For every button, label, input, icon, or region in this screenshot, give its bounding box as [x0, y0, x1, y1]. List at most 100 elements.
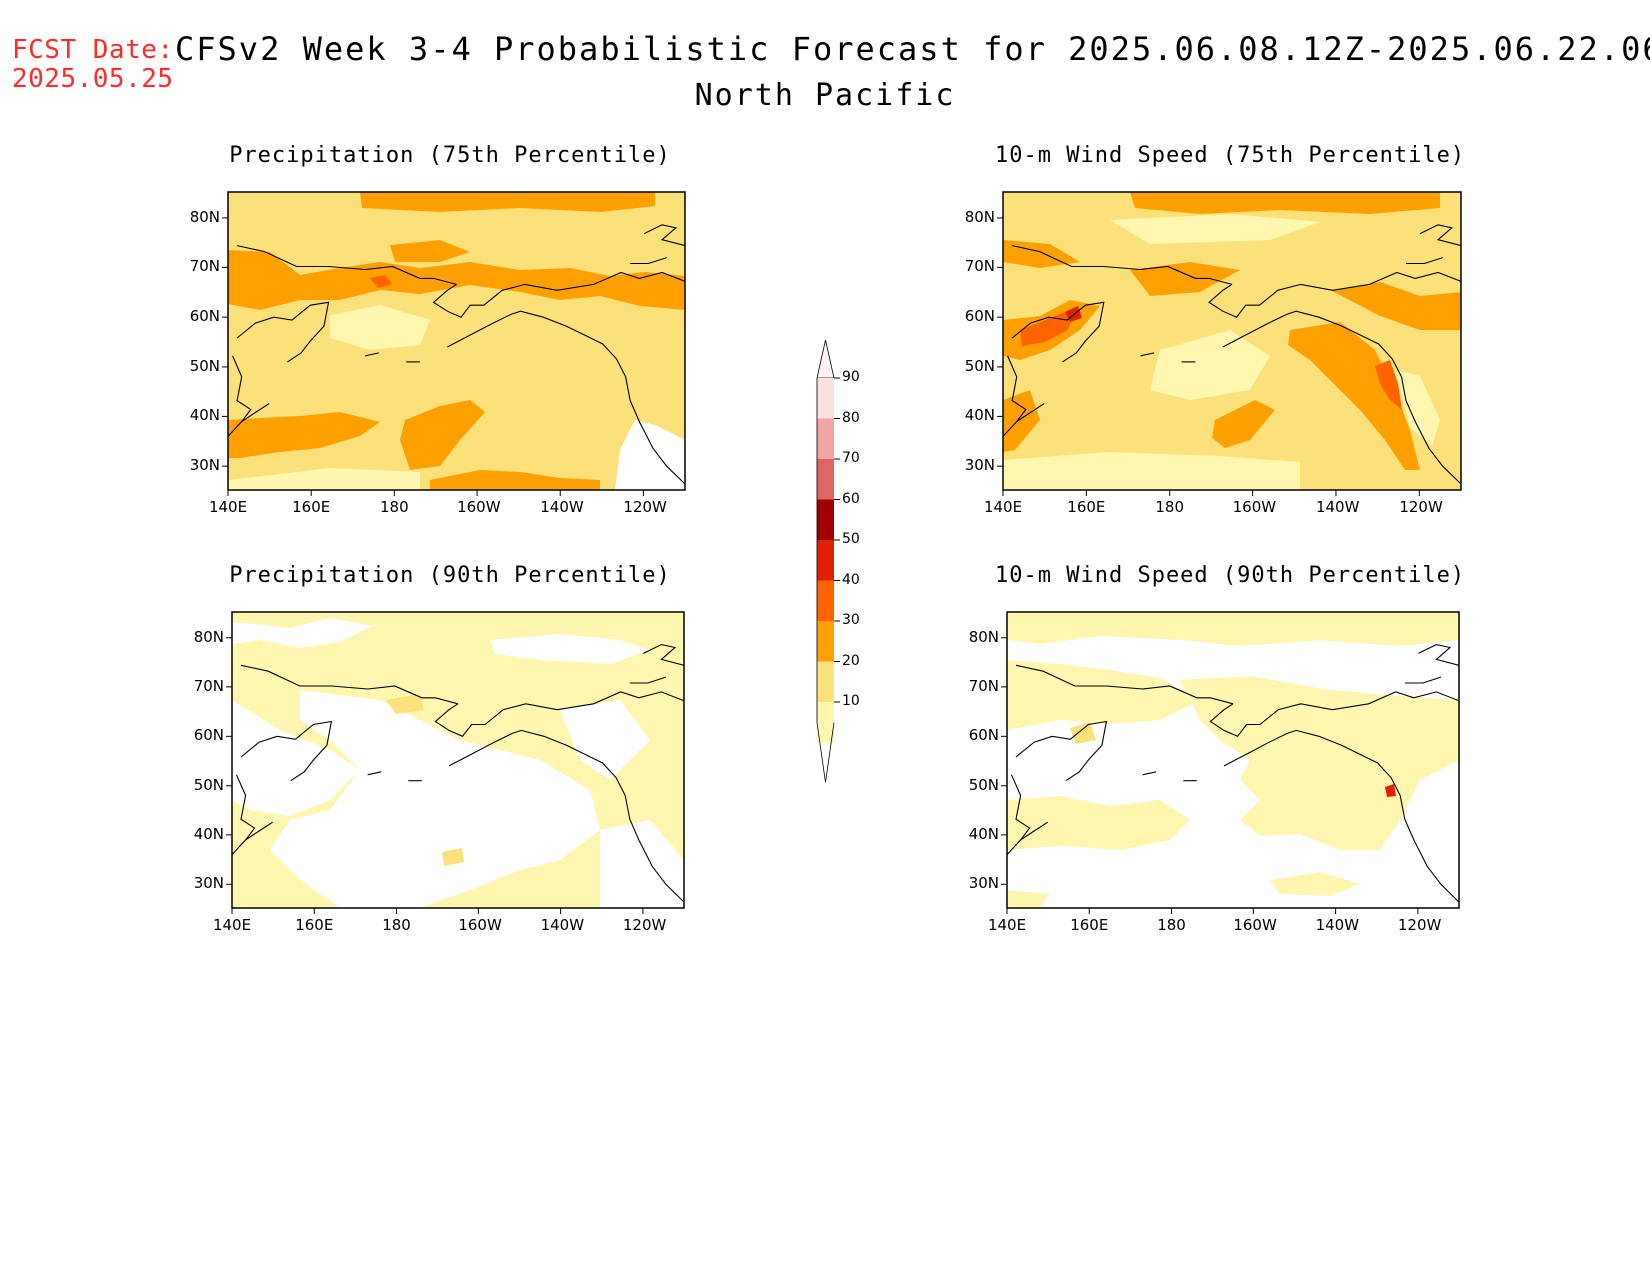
probability-region-pale-yellow — [1180, 676, 1459, 850]
probability-region-pale-yellow — [1395, 370, 1440, 446]
coastline — [232, 774, 256, 856]
y-tick-label: 30N — [964, 456, 995, 475]
y-tick-label: 70N — [193, 676, 224, 695]
coastline — [629, 676, 667, 684]
colorbar-label: 70 — [842, 450, 860, 466]
page-title: CFSv2 Week 3-4 Probabilistic Forecast fo… — [175, 30, 1650, 68]
forecast-date-block: FCST Date: 2025.05.25 — [12, 36, 174, 94]
map-panel-wind-75 — [997, 191, 1462, 496]
coastline — [240, 664, 459, 705]
y-tick-label: 60N — [968, 726, 999, 745]
coastline — [1406, 257, 1443, 265]
y-tick-label: 40N — [189, 406, 220, 425]
colorbar-label: 80 — [842, 409, 860, 426]
coastline — [1016, 403, 1045, 422]
x-tick-label: 140W — [1315, 916, 1360, 934]
coastline — [1140, 352, 1155, 357]
probability-region-orange — [1130, 262, 1240, 296]
x-tick-label: 120W — [622, 916, 667, 934]
coastline — [240, 720, 333, 782]
probability-region-white — [232, 700, 360, 816]
colorbar-segment — [817, 459, 834, 500]
panel-title-wind-90: 10-m Wind Speed (90th Percentile) — [995, 563, 1466, 588]
colorbar-top-extension — [816, 339, 835, 379]
coastline — [643, 224, 685, 247]
y-tick-label: 80N — [968, 627, 999, 646]
coastline — [1011, 301, 1105, 363]
coastline — [1419, 224, 1461, 247]
x-tick-label: 140E — [208, 498, 248, 516]
y-tick-label: 40N — [193, 824, 224, 843]
colorbar-segment — [817, 702, 834, 743]
coastline — [434, 691, 684, 737]
probability-region-orange — [1130, 192, 1440, 214]
probability-region-orange — [400, 400, 485, 470]
coastline — [1418, 644, 1459, 666]
coastline — [448, 729, 684, 903]
y-tick-label: 80N — [964, 207, 995, 226]
map-frame — [231, 611, 685, 909]
probability-region-orange — [360, 192, 655, 212]
probability-region-pale-yellow — [1270, 872, 1360, 896]
probability-region-pale-yellow — [1007, 890, 1050, 908]
x-tick-label: 160W — [1232, 498, 1277, 516]
coastline — [1015, 664, 1234, 705]
map-panel-wind-90 — [1001, 611, 1460, 914]
x-tick-label: 120W — [1399, 498, 1443, 516]
probability-region-white — [270, 690, 600, 908]
x-tick-label: 180 — [1157, 916, 1186, 934]
x-tick-label: 160W — [1233, 916, 1277, 934]
x-tick-label: 160E — [292, 498, 331, 516]
x-tick-label: 180 — [382, 916, 411, 934]
region-subtitle: North Pacific — [694, 78, 956, 113]
probability-region-dark-orange — [370, 275, 392, 288]
coastline — [228, 355, 252, 437]
probability-region-dark-orange — [1020, 308, 1075, 346]
colorbar-segment — [817, 661, 834, 702]
probability-region-orange — [390, 240, 470, 262]
map-panel-precip-90 — [226, 611, 685, 914]
coastline — [367, 771, 382, 776]
map-frame — [1006, 611, 1460, 909]
probability-region-white — [600, 820, 684, 908]
coastline — [447, 310, 685, 485]
y-tick-label: 50N — [189, 356, 220, 375]
y-tick-label: 40N — [968, 824, 999, 843]
y-tick-label: 60N — [964, 307, 995, 326]
probability-region-orange — [1212, 400, 1275, 448]
x-tick-label: 140E — [983, 498, 1023, 516]
y-tick-label: 50N — [964, 356, 995, 375]
probability-region-pale-yellow — [228, 468, 420, 490]
y-tick-label: 30N — [968, 874, 999, 893]
colorbar-label: 60 — [842, 490, 860, 507]
x-tick-label: 140W — [1315, 498, 1360, 516]
probability-region-pale-yellow — [1003, 452, 1300, 490]
colorbar-label: 10 — [842, 693, 860, 709]
x-tick-label: 140W — [540, 916, 585, 934]
colorbar-label: 40 — [842, 571, 860, 588]
x-tick-label: 140W — [540, 498, 584, 516]
colorbar-segment — [817, 580, 834, 621]
colorbar-label: 50 — [842, 531, 860, 547]
y-tick-label: 60N — [189, 307, 220, 326]
x-tick-label: 160W — [457, 498, 501, 516]
coastline — [364, 352, 379, 357]
y-tick-label: 30N — [193, 874, 224, 893]
probability-region-white — [615, 420, 685, 490]
y-tick-label: 80N — [193, 627, 224, 646]
panel-title-precip-90: Precipitation (90th Percentile) — [229, 563, 671, 588]
coastline — [1142, 771, 1157, 776]
x-tick-label: 120W — [1397, 916, 1442, 934]
coastline — [245, 821, 273, 841]
y-tick-label: 70N — [968, 676, 999, 695]
colorbar-segment — [817, 540, 834, 581]
coastline — [643, 644, 684, 666]
probability-region-orange — [1288, 322, 1420, 470]
coastline — [1007, 774, 1031, 856]
coastline — [1222, 310, 1461, 485]
probability-region-orange — [228, 412, 380, 458]
probability-region-pale-yellow — [1007, 660, 1200, 730]
probability-region-yellow — [1070, 722, 1096, 744]
coastline — [236, 245, 457, 285]
